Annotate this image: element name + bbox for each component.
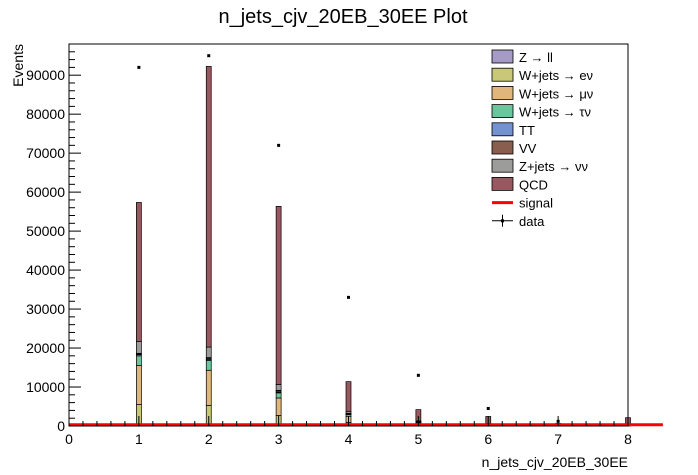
legend-swatch-7 [491, 158, 514, 173]
bar-bin1-series3 [136, 355, 142, 366]
legend-swatch-1 [491, 49, 514, 64]
y-tick-label-4: 40000 [26, 262, 65, 278]
legend: Z → ll W+jets → eν W+jets → μν W+jets → τν T… [491, 49, 593, 229]
bar-bin3-series8 [275, 206, 282, 385]
x-tick-label-7: 7 [554, 431, 562, 447]
y-tick-label-5: 50000 [26, 223, 65, 239]
bar-bin4-series8 [345, 381, 352, 412]
y-tick-label-6: 60000 [26, 184, 65, 200]
y-tick-label-9: 90000 [26, 67, 65, 83]
bar-bin3-series3 [275, 392, 282, 399]
legend-swatch-2 [491, 67, 514, 82]
legend-swatch-8 [491, 176, 514, 191]
x-tick-label-4: 4 [345, 431, 353, 447]
legend-label-1: Z → ll [519, 50, 553, 65]
data-point-3 [277, 143, 281, 147]
legend-swatch-6 [491, 140, 514, 155]
legend-label-5: TT [519, 123, 535, 138]
data-point-2 [207, 54, 211, 58]
legend-swatch-10-dot [501, 219, 504, 223]
legend-swatch-3 [491, 86, 514, 100]
y-ticks: 0 10000 20000 30000 40000 50000 60000 70000 8000… [26, 43, 81, 434]
data-point-4 [347, 295, 350, 299]
legend-label-8: QCD [519, 177, 548, 192]
x-tick-label-6: 6 [484, 431, 492, 447]
legend-label-6: VV [519, 141, 537, 156]
x-tick-label-1: 1 [135, 431, 143, 447]
y-tick-label-2: 20000 [26, 340, 65, 356]
legend-swatch-4 [491, 104, 514, 118]
y-tick-label-3: 30000 [26, 301, 65, 317]
x-tick-label-8: 8 [624, 431, 632, 447]
legend-label-9: signal [519, 196, 553, 211]
bar-bin2-series2 [205, 369, 212, 406]
bar-bin2-series8 [205, 66, 212, 348]
bar-bin2-series3 [205, 360, 212, 371]
bar-bin3-series7 [275, 384, 282, 391]
bar-bin3-series2 [275, 397, 282, 416]
chart-title: n_jets_cjv_20EB_30EE Plot [218, 6, 467, 28]
y-tick-label-8: 80000 [26, 106, 65, 122]
x-tick-label-5: 5 [414, 431, 422, 447]
x-tick-label-0: 0 [65, 431, 73, 447]
data-point-6 [486, 406, 490, 410]
x-axis-label: n_jets_cjv_20EB_30EE [482, 454, 628, 470]
legend-label-3: W+jets → μν [519, 86, 593, 101]
y-tick-label-1: 10000 [26, 379, 65, 395]
x-tick-label-2: 2 [205, 431, 213, 447]
bar-bin1-series8 [136, 202, 142, 342]
y-axis-label: Events [10, 44, 26, 87]
data-point-1 [137, 65, 141, 69]
legend-label-10: data [519, 214, 545, 229]
legend-swatch-5 [491, 122, 514, 137]
y-tick-label-7: 70000 [26, 145, 65, 161]
y-tick-label-0: 0 [57, 418, 65, 434]
legend-label-4: W+jets → τν [519, 105, 591, 120]
bar-bin1-series2 [136, 365, 142, 405]
bar-bin1-series7 [136, 341, 142, 354]
legend-label-2: W+jets → eν [519, 68, 593, 83]
x-tick-label-3: 3 [275, 431, 283, 447]
bar-bin2-series7 [205, 346, 212, 358]
x-ticks: 0 1 2 3 4 5 6 7 8 [65, 416, 632, 447]
legend-label-7: Z+jets → νν [519, 159, 588, 174]
bars-layer [136, 66, 631, 427]
data-point-5 [416, 373, 420, 377]
